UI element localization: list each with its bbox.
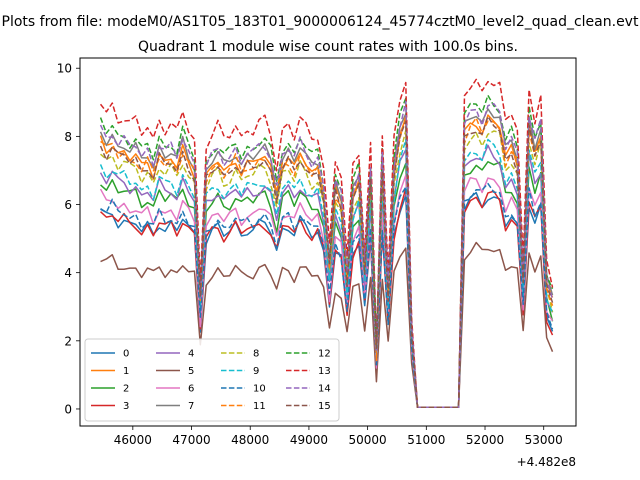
series-line-10 [100,182,554,409]
legend-label-10: 10 [253,384,266,395]
legend-label-2: 2 [123,384,129,395]
y-tick-label: 4 [64,266,72,280]
legend-label-12: 12 [318,349,331,360]
chart-title: Quadrant 1 module wise count rates with … [138,39,518,55]
y-tick-label: 6 [64,198,72,212]
y-tick-label: 8 [64,130,72,144]
x-tick-label: 48000 [231,433,269,447]
series-line-12 [99,94,554,409]
legend-label-13: 13 [318,366,331,377]
x-tick-label: 53000 [525,433,563,447]
x-tick-label: 47000 [172,433,210,447]
legend-box [84,338,340,422]
x-tick-label: 46000 [114,433,152,447]
y-tick-label: 0 [64,402,72,416]
legend-label-15: 15 [318,401,331,412]
legend-label-7: 7 [188,401,194,412]
legend-label-14: 14 [318,384,331,395]
x-tick-label: 50000 [349,433,387,447]
series-line-15 [99,115,554,409]
series-line-14 [99,100,554,409]
legend-label-3: 3 [123,401,129,412]
figure-suptitle: Plots from file: modeM0/AS1T05_183T01_90… [2,14,639,30]
legend-label-9: 9 [253,366,259,377]
legend-label-6: 6 [188,384,194,395]
x-tick-label: 52000 [466,433,504,447]
legend-label-4: 4 [188,349,194,360]
x-tick-label: 51000 [407,433,445,447]
legend-label-5: 5 [188,366,194,377]
x-tick-label: 49000 [290,433,328,447]
legend-label-1: 1 [123,366,129,377]
y-tick-label: 10 [57,62,72,76]
legend-label-0: 0 [123,349,129,360]
axes-frame [79,57,577,427]
series-layer [99,78,554,409]
x-offset-label: +4.482e8 [517,455,576,469]
series-line-9 [99,138,554,409]
legend-label-11: 11 [253,401,266,412]
ticks-layer: 46000 47000 48000 49000 50000 51000 52000 53000… [57,62,563,447]
y-tick-label: 2 [64,334,72,348]
series-line-5 [100,241,554,409]
series-line-13 [99,78,554,409]
legend-label-8: 8 [253,349,259,360]
